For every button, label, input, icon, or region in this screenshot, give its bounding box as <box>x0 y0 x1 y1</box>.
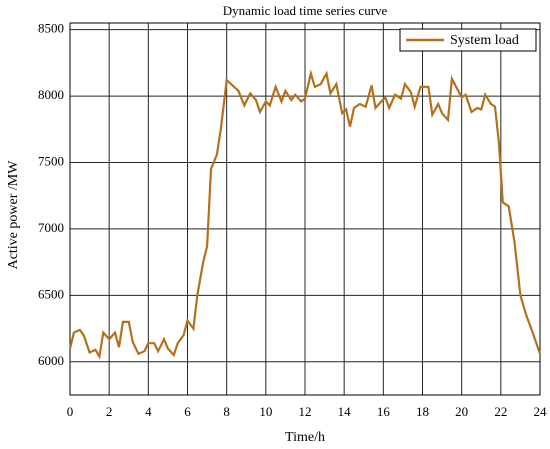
chart-title: Dynamic load time series curve <box>223 3 388 18</box>
y-axis-label: Active power /MW <box>6 160 21 270</box>
y-tick-label: 7000 <box>38 220 64 235</box>
y-tick-label: 8500 <box>38 21 64 36</box>
y-tick-label: 7500 <box>38 153 64 168</box>
plot-frame <box>69 22 541 396</box>
y-tick-label: 8000 <box>38 87 64 102</box>
x-tick-label: 4 <box>145 404 152 419</box>
legend-box <box>399 28 537 52</box>
x-axis-label: Time/h <box>285 430 325 445</box>
x-tick-label: 22 <box>494 404 507 419</box>
x-tick-label: 6 <box>184 404 191 419</box>
y-tick-label: 6500 <box>38 286 64 301</box>
x-tick-label: 24 <box>534 404 548 419</box>
x-tick-label: 14 <box>338 404 352 419</box>
x-tick-label: 8 <box>223 404 230 419</box>
x-tick-label: 18 <box>416 404 429 419</box>
legend-label: System load <box>450 33 519 48</box>
x-tick-label: 20 <box>455 404 468 419</box>
x-tick-label: 0 <box>67 404 74 419</box>
y-tick-label: 6000 <box>38 353 64 368</box>
x-tick-label: 16 <box>377 404 391 419</box>
x-tick-label: 2 <box>106 404 113 419</box>
x-tick-label: 12 <box>299 404 312 419</box>
line-series <box>68 69 542 360</box>
x-tick-label: 10 <box>259 404 272 419</box>
